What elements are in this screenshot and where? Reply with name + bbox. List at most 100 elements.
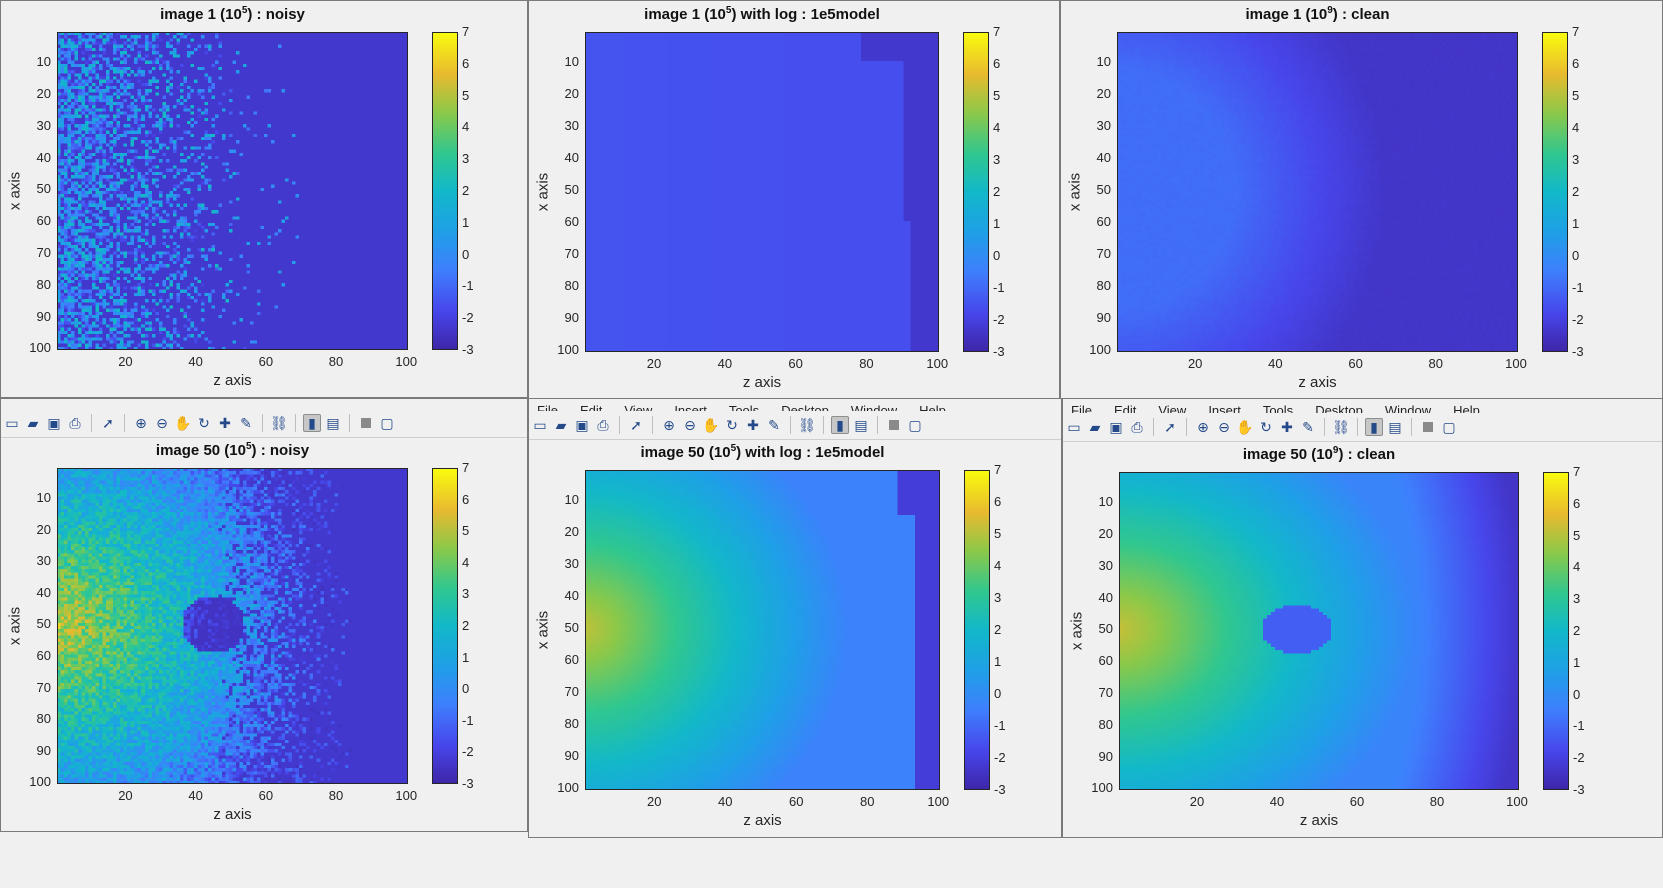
y-tick-label: 90: [36, 742, 51, 758]
colorbar-tick-label: 1: [993, 216, 1001, 231]
colorbar-tick-label: 1: [1572, 216, 1580, 231]
x-tick-label: 20: [1187, 356, 1203, 371]
save-icon[interactable]: ▣: [1109, 418, 1123, 435]
print-icon[interactable]: ⎙: [597, 416, 609, 433]
title-exponent: 5: [241, 5, 248, 16]
colorbar-tick-label: -1: [1573, 718, 1585, 734]
y-tick-label: 60: [36, 213, 51, 229]
save-icon[interactable]: ▣: [575, 416, 589, 433]
title-text-suffix: ) with log : 1e5model: [731, 6, 880, 23]
colorbar-tick-label: 1: [1573, 654, 1581, 670]
y-tick-label: 90: [564, 748, 579, 764]
pointer-icon[interactable]: ➚: [1164, 418, 1176, 435]
legend-icon[interactable]: ▤: [1388, 418, 1402, 435]
x-tick-label: 40: [188, 788, 203, 803]
legend-icon[interactable]: ▤: [854, 416, 868, 433]
link-icon[interactable]: ⛓: [1332, 418, 1350, 435]
zoom-out-icon[interactable]: ⊖: [1218, 418, 1230, 435]
show-plot-tools-icon[interactable]: ▢: [1442, 418, 1456, 435]
y-tick-label: 20: [36, 521, 51, 537]
brush-icon[interactable]: ✎: [768, 416, 780, 433]
panel-title: image 50 (105) with log : 1e5model: [529, 443, 996, 461]
hide-plot-tools-icon[interactable]: [885, 416, 903, 434]
new-figure-icon[interactable]: ▭: [5, 414, 19, 431]
toolbar-separator: [1186, 418, 1187, 436]
zoom-out-icon[interactable]: ⊖: [156, 414, 168, 431]
colorbar-tick-label: 7: [462, 460, 470, 475]
title-exponent: 9: [1332, 445, 1339, 456]
rotate-icon[interactable]: ↻: [198, 414, 210, 431]
hide-plot-tools-icon[interactable]: [357, 414, 375, 432]
plot-panel: image 1 (105) : noisy 10 20 30 40 50 60 70 80 90 1…: [1, 1, 527, 397]
toolbar-separator: [349, 414, 350, 432]
link-icon[interactable]: ⛓: [798, 416, 816, 433]
pan-icon[interactable]: ✋: [174, 414, 192, 431]
zoom-in-icon[interactable]: ⊕: [663, 416, 675, 433]
y-tick-label: 70: [36, 245, 51, 260]
x-tick-label: 80: [1428, 356, 1444, 371]
zoom-in-icon[interactable]: ⊕: [135, 414, 147, 431]
legend-icon[interactable]: ▤: [326, 414, 340, 431]
zoom-in-icon[interactable]: ⊕: [1197, 418, 1209, 435]
brush-icon[interactable]: ✎: [1302, 418, 1314, 435]
new-figure-icon[interactable]: ▭: [533, 416, 547, 433]
colorbar-tick-label: 5: [1572, 88, 1580, 103]
colorbar-tick-label: 6: [462, 491, 470, 507]
x-axis-label: z axis: [1298, 374, 1337, 391]
print-icon[interactable]: ⎙: [1131, 418, 1143, 435]
colorbar-icon[interactable]: ▮: [303, 414, 321, 432]
save-icon[interactable]: ▣: [47, 414, 61, 431]
toolbar-separator: [823, 416, 824, 434]
x-tick-label: 80: [328, 354, 344, 369]
panel-title: image 1 (109) : clean: [1061, 5, 1574, 23]
x-tick-label: 100: [395, 354, 418, 369]
data-cursor-icon[interactable]: ✚: [1281, 418, 1293, 435]
rotate-icon[interactable]: ↻: [726, 416, 738, 433]
print-icon[interactable]: ⎙: [69, 414, 81, 431]
x-axis-label: z axis: [1299, 812, 1339, 829]
toolbar-separator: [124, 414, 125, 432]
x-tick-label: 60: [788, 794, 804, 809]
pan-icon[interactable]: ✋: [1236, 418, 1254, 435]
x-axis-label: z axis: [213, 372, 252, 389]
colorbar-icon[interactable]: ▮: [831, 416, 849, 434]
heatmap-image: [585, 470, 940, 790]
colorbar-tick-label: 1: [462, 649, 470, 665]
y-tick-label: 90: [36, 308, 51, 324]
y-tick-label: 10: [564, 54, 579, 70]
y-tick-label: 50: [564, 620, 579, 636]
x-tick-label: 60: [258, 788, 274, 803]
y-tick-label: 50: [36, 181, 51, 197]
pan-icon[interactable]: ✋: [702, 416, 720, 433]
colorbar-tick-label: 2: [462, 183, 470, 198]
zoom-out-icon[interactable]: ⊖: [684, 416, 696, 433]
open-icon[interactable]: ▰: [27, 414, 39, 431]
y-tick-label: 100: [1089, 342, 1111, 358]
open-icon[interactable]: ▰: [1089, 418, 1101, 435]
toolbar-separator: [1411, 418, 1412, 436]
y-tick-label: 70: [36, 679, 51, 695]
show-plot-tools-icon[interactable]: ▢: [908, 416, 922, 433]
figure-toolbar: ▭ ▰ ▣ ⎙ ➚ ⊕ ⊖ ✋ ↻ ✚ ✎ ⛓ ▮ ▤ ▢: [529, 411, 1061, 440]
data-cursor-icon[interactable]: ✚: [747, 416, 759, 433]
figure-window-4: ▭ ▰ ▣ ⎙ ➚ ⊕ ⊖ ✋ ↻ ✚ ✎ ⛓ ▮ ▤ ▢ image 50 (105) : noisy 10…: [0, 398, 528, 832]
pointer-icon[interactable]: ➚: [102, 414, 114, 431]
brush-icon[interactable]: ✎: [240, 414, 252, 431]
show-plot-tools-icon[interactable]: ▢: [380, 414, 394, 431]
hide-plot-tools-icon[interactable]: [1419, 418, 1437, 436]
pointer-icon[interactable]: ➚: [630, 416, 642, 433]
x-tick-label: 60: [258, 354, 274, 369]
new-figure-icon[interactable]: ▭: [1067, 418, 1081, 435]
title-text-suffix: ) : clean: [1332, 6, 1390, 23]
toolbar-separator: [295, 414, 296, 432]
open-icon[interactable]: ▰: [555, 416, 567, 433]
colorbar-tick-label: 4: [462, 554, 470, 570]
x-tick-label: 60: [1349, 794, 1365, 809]
rotate-icon[interactable]: ↻: [1260, 418, 1272, 435]
link-icon[interactable]: ⛓: [270, 414, 288, 431]
x-tick-label: 60: [1348, 356, 1363, 371]
y-tick-label: 20: [1098, 526, 1113, 541]
title-text: image 1 (10: [160, 6, 242, 23]
colorbar-icon[interactable]: ▮: [1365, 418, 1383, 436]
data-cursor-icon[interactable]: ✚: [219, 414, 231, 431]
